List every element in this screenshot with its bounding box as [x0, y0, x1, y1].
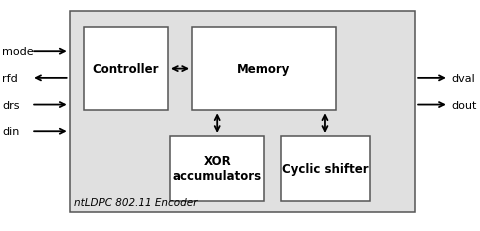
Text: Cyclic shifter: Cyclic shifter	[282, 162, 369, 175]
Text: ntLDPC 802.11 Encoder: ntLDPC 802.11 Encoder	[74, 197, 198, 207]
Text: din: din	[2, 127, 20, 137]
Text: Controller: Controller	[93, 63, 159, 76]
Text: XOR
accumulators: XOR accumulators	[173, 155, 262, 182]
Text: drs: drs	[2, 100, 20, 110]
Bar	[70, 12, 415, 213]
Bar	[84, 28, 168, 111]
Text: rfd: rfd	[2, 73, 18, 84]
Text: dout: dout	[451, 100, 477, 110]
Bar	[281, 136, 370, 201]
Bar	[170, 136, 264, 201]
Bar	[192, 28, 336, 111]
Text: mode: mode	[2, 47, 34, 57]
Text: Memory: Memory	[237, 63, 291, 76]
Text: dval: dval	[451, 73, 475, 84]
